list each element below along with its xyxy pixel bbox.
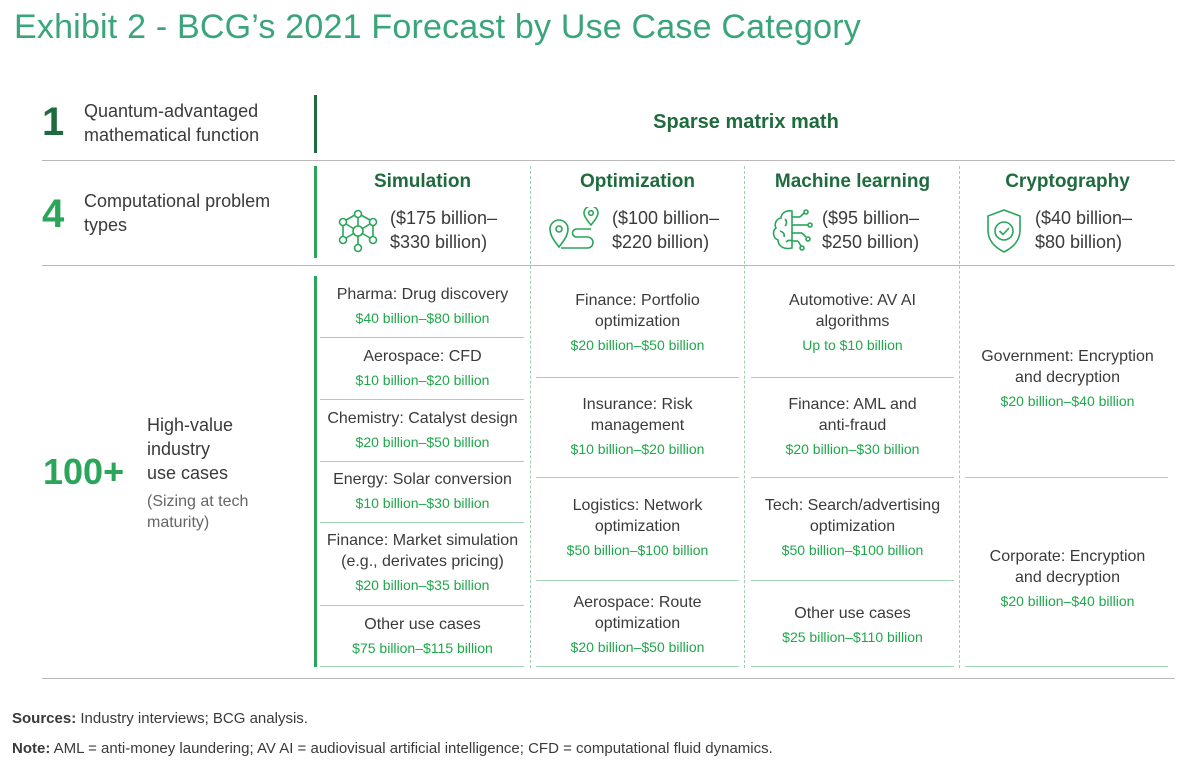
function-count: 1: [42, 100, 65, 144]
use-case-pharma-drug-discovery: Pharma: Drug discovery $40 billion–$80 b…: [336, 286, 509, 326]
divider-crypto-1: [965, 477, 1168, 478]
divider-bottom: [42, 678, 1175, 679]
divider-sim-5: [320, 605, 524, 606]
use-case-ml-other: Other use cases $25 billion–$110 billion: [782, 605, 923, 645]
column-separator-3: [959, 166, 960, 668]
use-case-logistics-network-optimization: Logistics: Network optimization $50 bill…: [566, 497, 709, 558]
use-case-aerospace-cfd: Aerospace: CFD $10 billion–$20 billion: [355, 348, 490, 388]
divider-opt-2: [536, 477, 739, 478]
use-case-government-encryption: Government: Encryption and decryption $2…: [981, 348, 1154, 409]
divider-row2: [42, 265, 1175, 266]
use-case-finance-aml-anti-fraud: Finance: AML and anti-fraud $20 billion–…: [785, 396, 920, 457]
use-case-automotive-av-ai: Automotive: AV AI algorithms Up to $10 b…: [789, 292, 916, 353]
divider-sim-2: [320, 399, 524, 400]
function-row-label: Quantum-advantaged mathematical function: [84, 101, 260, 145]
use-case-chemistry-catalyst-design: Chemistry: Catalyst design $20 billion–$…: [327, 410, 518, 450]
note-footnote: Note: AML = anti-money laundering; AV AI…: [12, 740, 773, 757]
column-header-cryptography: Cryptography: [1005, 171, 1130, 192]
divider-ml-4: [751, 666, 954, 667]
use-case-row-label: High-value industry use cases: [147, 415, 234, 483]
column-header-optimization: Optimization: [579, 171, 696, 192]
divider-ml-2: [751, 477, 954, 478]
column-header-simulation: Simulation: [373, 171, 472, 192]
function-row-bar: [314, 95, 317, 153]
route-pins-icon: [549, 207, 599, 249]
simulation-market-range: ($175 billion– $330 billion): [390, 208, 498, 252]
cryptography-market-range: ($40 billion– $80 billion): [1035, 208, 1133, 252]
divider-crypto-2: [965, 666, 1168, 667]
use-case-tech-search-advertising: Tech: Search/advertising optimization $5…: [764, 497, 941, 558]
use-case-row-bar: [314, 276, 317, 667]
use-case-energy-solar-conversion: Energy: Solar conversion $10 billion–$30…: [333, 471, 512, 511]
sources-footnote: Sources: Industry interviews; BCG analys…: [12, 710, 308, 727]
use-case-insurance-risk-management: Insurance: Risk management $10 billion–$…: [570, 396, 705, 457]
shield-check-icon: [987, 209, 1021, 253]
divider-row1: [42, 160, 1175, 161]
divider-opt-1: [536, 377, 739, 378]
column-header-machine-learning: Machine learning: [774, 171, 931, 192]
column-separator-2: [744, 166, 745, 668]
brain-circuit-icon: [772, 209, 813, 251]
divider-ml-3: [751, 580, 954, 581]
problem-type-count: 4: [42, 192, 65, 236]
machine-learning-market-range: ($95 billion– $250 billion): [822, 208, 920, 252]
divider-sim-3: [320, 461, 524, 462]
problem-type-row-label: Computational problem types: [84, 191, 271, 235]
sparse-matrix-math-label: Sparse matrix math: [653, 111, 839, 133]
column-separator-1: [530, 166, 531, 668]
exhibit-title: Exhibit 2 - BCG’s 2021 Forecast by Use C…: [14, 8, 861, 46]
molecule-network-icon: [338, 209, 378, 253]
divider-opt-4: [536, 666, 739, 667]
use-case-simulation-other: Other use cases $75 billion–$115 billion: [352, 616, 493, 656]
divider-opt-3: [536, 580, 739, 581]
optimization-market-range: ($100 billion– $220 billion): [612, 208, 720, 252]
use-case-count: 100+: [43, 451, 125, 492]
divider-sim-6: [320, 666, 524, 667]
divider-sim-1: [320, 337, 524, 338]
problem-row-bar: [314, 166, 317, 258]
divider-sim-4: [320, 522, 524, 523]
use-case-finance-portfolio-optimization: Finance: Portfolio optimization $20 bill…: [570, 292, 705, 353]
use-case-sizing-note: (Sizing at tech maturity): [147, 493, 249, 531]
use-case-aerospace-route-optimization: Aerospace: Route optimization $20 billio…: [570, 594, 705, 655]
divider-ml-1: [751, 377, 954, 378]
use-case-finance-market-simulation: Finance: Market simulation (e.g., deriva…: [326, 532, 519, 593]
use-case-corporate-encryption: Corporate: Encryption and decryption $20…: [989, 548, 1146, 609]
